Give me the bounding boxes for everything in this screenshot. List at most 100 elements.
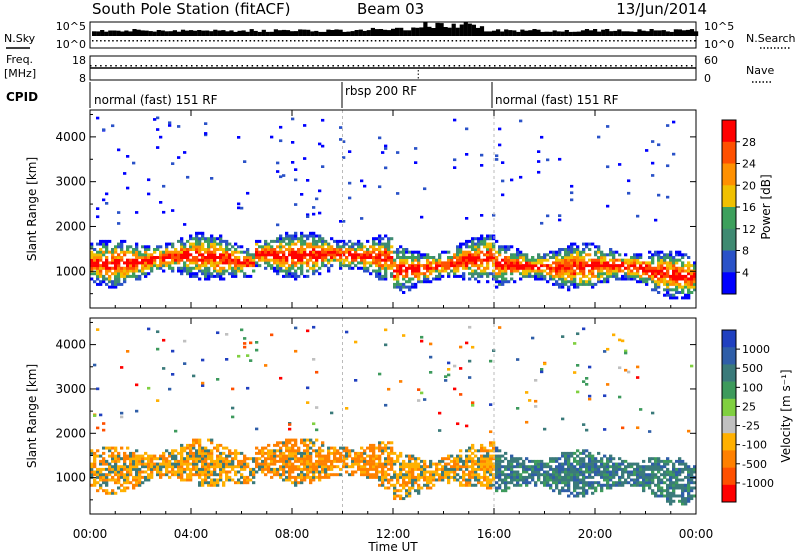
heatmap-cell [630,272,634,276]
heatmap-cell [219,253,223,257]
heatmap-cell [678,459,682,463]
heatmap-cell [573,451,577,455]
cpid-row: CPID normal (fast) 151 RF rbsp 200 RF no… [6,82,619,108]
heatmap-cell [168,459,172,463]
heatmap-cell [387,264,391,268]
heatmap-cell [420,391,424,395]
heatmap-cell [195,470,199,474]
heatmap-cell [321,258,325,262]
noise-bar [290,31,295,36]
heatmap-cell [396,253,400,257]
heatmap-cell [273,467,277,471]
heatmap-cell [309,441,313,445]
heatmap-cell [294,481,298,485]
heatmap-cell [330,256,334,259]
heatmap-cell [342,258,346,262]
noise-dot [382,40,385,42]
heatmap-cell [195,250,199,254]
heatmap-cell [372,443,376,447]
heatmap-cell [591,462,595,466]
heatmap-cell [435,274,439,278]
heatmap-cell [291,470,295,474]
heatmap-cell [627,258,631,262]
heatmap-cell [447,264,451,268]
heatmap-cell [258,465,262,469]
heatmap-cell [378,248,382,251]
heatmap-cell [177,258,181,262]
heatmap-cell [528,473,532,477]
heatmap-cell [678,457,682,461]
heatmap-cell [576,285,580,289]
heatmap-cell [597,261,601,265]
heatmap-cell [681,296,685,300]
heatmap-cell [489,245,493,249]
heatmap-cell [204,449,208,453]
heatmap-cell [240,245,244,249]
heatmap-cell [510,256,514,259]
heatmap-cell [435,470,439,474]
heatmap-cell [174,457,178,461]
heatmap-cell [663,280,667,284]
heatmap-cell [201,256,205,259]
heatmap-cell [216,264,220,268]
heatmap-cell [177,467,181,471]
heatmap-cell [291,462,295,466]
heatmap-cell [264,245,268,249]
heatmap-cell [396,459,400,463]
heatmap-cell [225,473,229,477]
heatmap-cell [657,264,661,268]
heatmap-cell [342,446,346,450]
heatmap-cell [606,125,610,128]
nave-dot [221,65,223,67]
heatmap-cell [555,250,559,254]
heatmap-cell [639,280,643,284]
heatmap-cell [183,261,187,265]
heatmap-cell [579,457,583,461]
heatmap-cell [219,465,223,469]
heatmap-cell [303,459,307,463]
heatmap-cell [459,248,463,251]
heatmap-cell [657,282,661,286]
noise-bar [322,31,327,36]
heatmap-cell [330,446,334,450]
heatmap-cell [129,465,133,469]
heatmap-cell [267,248,271,251]
heatmap-cell [471,465,475,469]
heatmap-cell [489,248,493,251]
heatmap-cell [417,486,421,490]
heatmap-cell [291,467,295,471]
heatmap-cell [138,250,142,254]
heatmap-cell [114,481,118,485]
heatmap-cell [288,427,292,431]
heatmap-cell [135,409,139,413]
noise-bar [625,31,630,36]
heatmap-cell [672,462,676,466]
heatmap-cell [465,454,469,458]
heatmap-cell [498,462,502,466]
heatmap-cell [117,454,121,458]
heatmap-cell [213,253,217,257]
heatmap-cell [687,272,691,276]
heatmap-cell [186,253,190,257]
heatmap-cell [186,459,190,463]
noise-dot [645,40,647,42]
heatmap-cell [165,462,169,466]
noise-bar [366,30,371,36]
heatmap-cell [279,473,283,477]
heatmap-cell [615,465,619,469]
heatmap-cell [591,454,595,458]
heatmap-cell [195,441,199,445]
heatmap-cell [483,457,487,461]
heatmap-cell [171,451,175,455]
heatmap-cell [618,457,622,461]
heatmap-cell [348,454,352,458]
heatmap-cell [120,467,124,471]
nave-dot [211,65,213,67]
heatmap-cell [168,124,172,127]
nave-dot [473,65,476,67]
heatmap-cell [399,258,403,262]
heatmap-cell [555,465,559,469]
heatmap-cell [354,250,358,254]
noise-dot [516,40,518,42]
freq-right-tick-top: 60 [704,54,718,67]
